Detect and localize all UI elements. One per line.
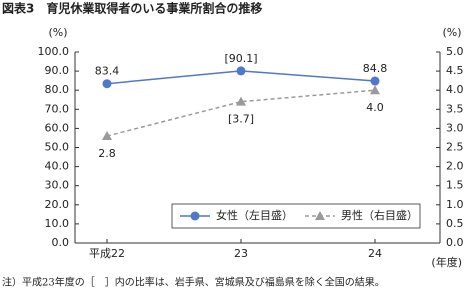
value-label: 4.0	[366, 101, 384, 114]
y-tick-label: 30.0	[45, 179, 70, 192]
value-label: 83.4	[95, 65, 120, 78]
y-tick-label: 20.0	[45, 198, 70, 211]
data-point	[102, 131, 112, 141]
legend-marker	[190, 211, 200, 221]
chart-title: 図表3 育児休業取得者のいる事業所割合の推移	[2, 1, 262, 16]
x-tick-label: 23	[234, 247, 248, 260]
y-tick-label: 60.0	[45, 121, 70, 134]
y-tick-label: 10.0	[45, 217, 70, 230]
x-unit: (年度)	[431, 255, 462, 269]
y-tick-label: 80.0	[45, 83, 70, 96]
legend-label: 男性（右目盛）	[341, 208, 418, 222]
value-label: 84.8	[363, 62, 388, 75]
y2-tick-label: 0.5	[446, 217, 464, 230]
y2-tick-label: 1.5	[446, 179, 464, 192]
y2-tick-label: 2.5	[446, 141, 464, 154]
y2-tick-label: 3.0	[446, 121, 464, 134]
y2-tick-label: 1.0	[446, 198, 464, 211]
legend-marker	[315, 211, 325, 220]
y-tick-label: 0.0	[52, 236, 70, 249]
note: 注）平成23年度の［ ］内の比率は、岩手県、宮城県及び福島県を除く全国の結果。	[2, 276, 385, 289]
y2-tick-label: 2.0	[446, 160, 464, 173]
data-point	[370, 85, 380, 95]
y2-tick-label: 4.0	[446, 83, 464, 96]
y2-tick-label: 0.0	[446, 236, 464, 249]
y-tick-label: 40.0	[45, 160, 70, 173]
y2-unit: (%)	[442, 26, 461, 39]
legend-label: 女性（左目盛）	[216, 208, 293, 222]
y-tick-label: 90.0	[45, 64, 70, 77]
y-tick-label: 50.0	[45, 141, 70, 154]
y2-tick-label: 3.5	[446, 102, 464, 115]
data-point	[370, 76, 380, 86]
data-point	[236, 96, 246, 106]
y-unit: (%)	[48, 26, 67, 39]
y2-tick-label: 5.0	[446, 45, 464, 58]
y2-tick-label: 4.5	[446, 64, 464, 77]
value-label: [3.7]	[228, 113, 254, 126]
legend-box	[171, 203, 421, 229]
y-tick-label: 100.0	[38, 45, 70, 58]
y-tick-label: 70.0	[45, 102, 70, 115]
value-label: [90.1]	[224, 52, 257, 65]
x-tick-label: 平成22	[89, 247, 125, 260]
value-label: 2.8	[98, 147, 116, 160]
x-tick-label: 24	[368, 247, 382, 260]
data-point	[236, 66, 246, 76]
series-line	[106, 89, 376, 137]
data-point	[102, 79, 112, 89]
